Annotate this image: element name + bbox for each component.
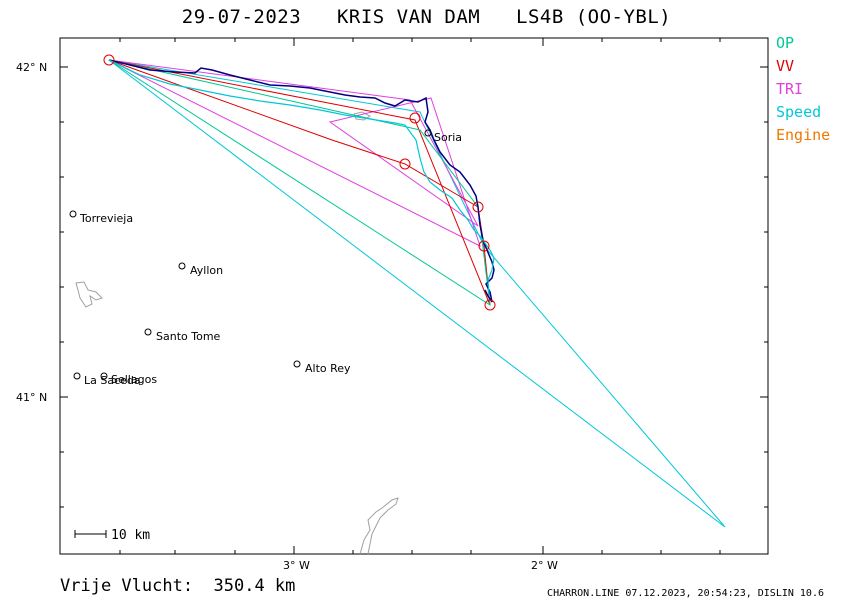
legend-tri: TRI	[776, 80, 804, 98]
flight-track	[108, 59, 495, 303]
lon-label-3w: 3° W	[283, 559, 310, 572]
tri-route	[108, 59, 481, 247]
legend-speed: Speed	[776, 103, 822, 121]
place-label-la-saceda: La Saceda	[84, 374, 141, 387]
place-markers	[69, 129, 432, 380]
place-label-torrevieja: Torrevieja	[79, 212, 133, 225]
speed-trace	[108, 59, 495, 295]
place-label-sellagos: Sellagos	[111, 373, 157, 386]
legend-engine: Engine	[776, 126, 831, 144]
scale-bar	[74, 530, 107, 538]
distance-label: Vrije Vlucht: 350.4 km	[60, 576, 296, 596]
legend-op: OP	[776, 34, 795, 52]
place-label-santo-tome: Santo Tome	[156, 330, 221, 343]
legend-vv: VV	[776, 57, 795, 75]
place-label-soria: Soria	[434, 131, 462, 144]
op-route	[108, 59, 491, 306]
lon-label-2w: 2° W	[531, 559, 558, 572]
speed-route	[108, 59, 726, 528]
reservoir-shape	[359, 497, 399, 555]
map-title: 29-07-2023 KRIS VAN DAM LS4B (OO-YBL)	[181, 6, 672, 28]
lat-label-41: 41° N	[16, 391, 47, 404]
place-label-ayllon: Ayllon	[190, 264, 223, 277]
lat-ticks	[60, 66, 768, 508]
lat-label-42: 42° N	[16, 61, 47, 74]
credit-label: CHARRON.LINE 07.12.2023, 20:54:23, DISLI…	[547, 588, 824, 599]
map-frame	[59, 37, 769, 555]
lon-ticks	[119, 38, 721, 554]
lake-shape	[75, 281, 103, 308]
scale-label: 10 km	[111, 528, 150, 543]
place-label-alto-rey: Alto Rey	[305, 362, 351, 375]
turnpoints	[103, 54, 496, 311]
